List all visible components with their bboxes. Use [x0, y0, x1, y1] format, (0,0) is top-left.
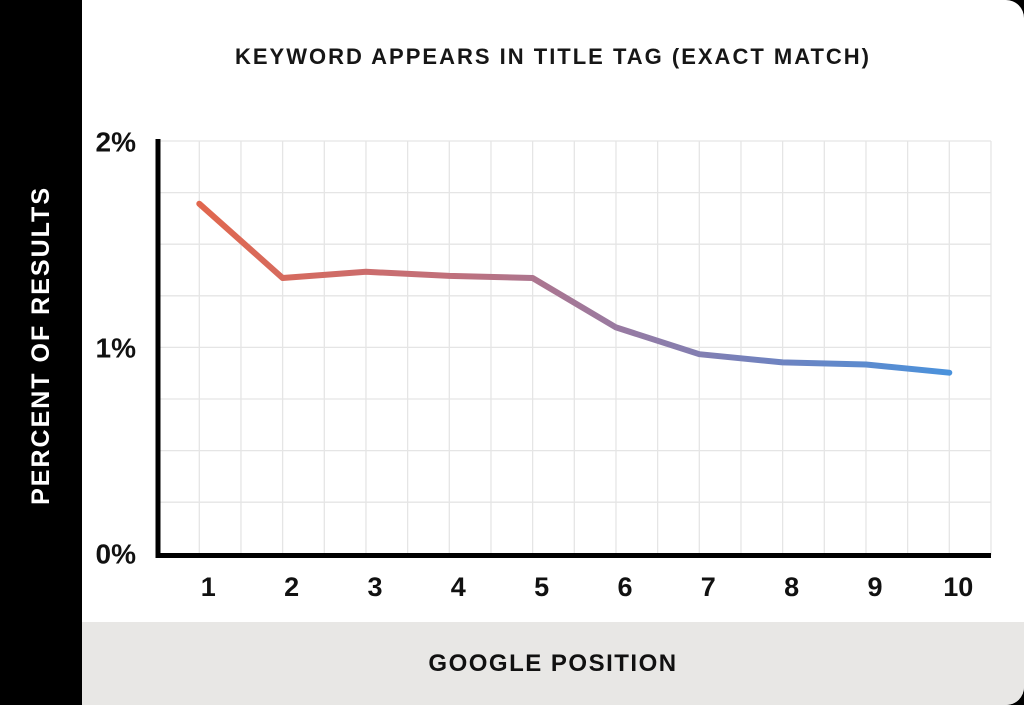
- x-tick-label: 6: [617, 572, 632, 602]
- x-tick-label: 8: [784, 572, 799, 602]
- chart-background: [82, 0, 1024, 705]
- chart-title: KEYWORD APPEARS IN TITLE TAG (EXACT MATC…: [234, 44, 872, 69]
- x-tick-label: 1: [201, 572, 216, 602]
- y-tick-label: 2%: [96, 127, 137, 158]
- tick-labels: 1 2 3 4 5 6 7 8 9 10 2% 1% 0%: [96, 127, 974, 603]
- y-axis-title-band: PERCENT OF RESULTS: [0, 0, 82, 705]
- x-axis-band: GOOGLE POSITION: [82, 622, 1024, 705]
- x-tick-label: 2: [284, 572, 299, 602]
- x-tick-label: 7: [701, 572, 716, 602]
- x-tick-label: 10: [943, 572, 973, 602]
- x-tick-label: 3: [367, 572, 382, 602]
- y-tick-label: 1%: [96, 333, 137, 364]
- x-tick-label: 4: [451, 572, 466, 602]
- x-axis-title: GOOGLE POSITION: [428, 649, 678, 677]
- axes: [155, 139, 991, 558]
- y-tick-label: 0%: [96, 539, 137, 570]
- trend-line: [196, 200, 953, 376]
- x-tick-label: 5: [534, 572, 549, 602]
- trend-line-group: [196, 200, 953, 376]
- gridlines: [158, 140, 992, 555]
- x-tick-label: 9: [867, 572, 882, 602]
